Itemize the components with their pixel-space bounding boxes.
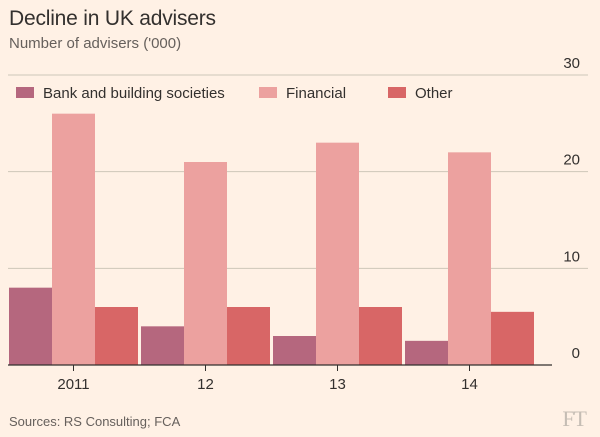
bar-other-2011 <box>95 307 138 365</box>
y-tick-label: 0 <box>572 345 580 362</box>
source-note: Sources: RS Consulting; FCA <box>9 414 181 429</box>
bar-other-14 <box>491 311 534 365</box>
bars <box>9 113 534 366</box>
chart-subtitle: Number of advisers ('000) <box>9 35 182 52</box>
y-tick-label: 10 <box>563 248 580 265</box>
bar-financial-2011 <box>52 113 95 366</box>
legend-swatch <box>259 87 277 98</box>
x-tick-label: 2011 <box>57 376 89 393</box>
gridlines <box>8 74 588 269</box>
legend-swatch <box>16 87 34 98</box>
bar-bank-and-building-societies-2011 <box>9 287 52 365</box>
bar-financial-12 <box>184 162 227 365</box>
y-axis-ticks: 0 10 20 30 <box>563 55 580 362</box>
chart-title: Decline in UK advisers <box>9 7 216 30</box>
x-axis-ticks: 2011 12 13 14 <box>57 365 478 393</box>
x-tick-label: 13 <box>329 376 346 393</box>
legend: Bank and building societies Financial Othe… <box>16 85 453 102</box>
bar-other-12 <box>227 307 270 365</box>
legend-swatch <box>388 87 406 98</box>
y-tick-label: 30 <box>563 55 580 72</box>
bar-financial-14 <box>448 152 491 365</box>
legend-label: Bank and building societies <box>43 85 225 102</box>
bar-other-13 <box>359 307 402 365</box>
x-tick-label: 14 <box>461 376 478 393</box>
bar-bank-and-building-societies-13 <box>273 336 316 365</box>
ft-logo: FT <box>562 406 587 431</box>
x-tick-label: 12 <box>197 376 214 393</box>
legend-label: Financial <box>286 85 346 102</box>
bar-bank-and-building-societies-14 <box>405 340 448 365</box>
legend-label: Other <box>415 85 453 102</box>
bar-financial-13 <box>316 142 359 365</box>
y-tick-label: 20 <box>563 152 580 169</box>
bar-bank-and-building-societies-12 <box>141 326 184 365</box>
